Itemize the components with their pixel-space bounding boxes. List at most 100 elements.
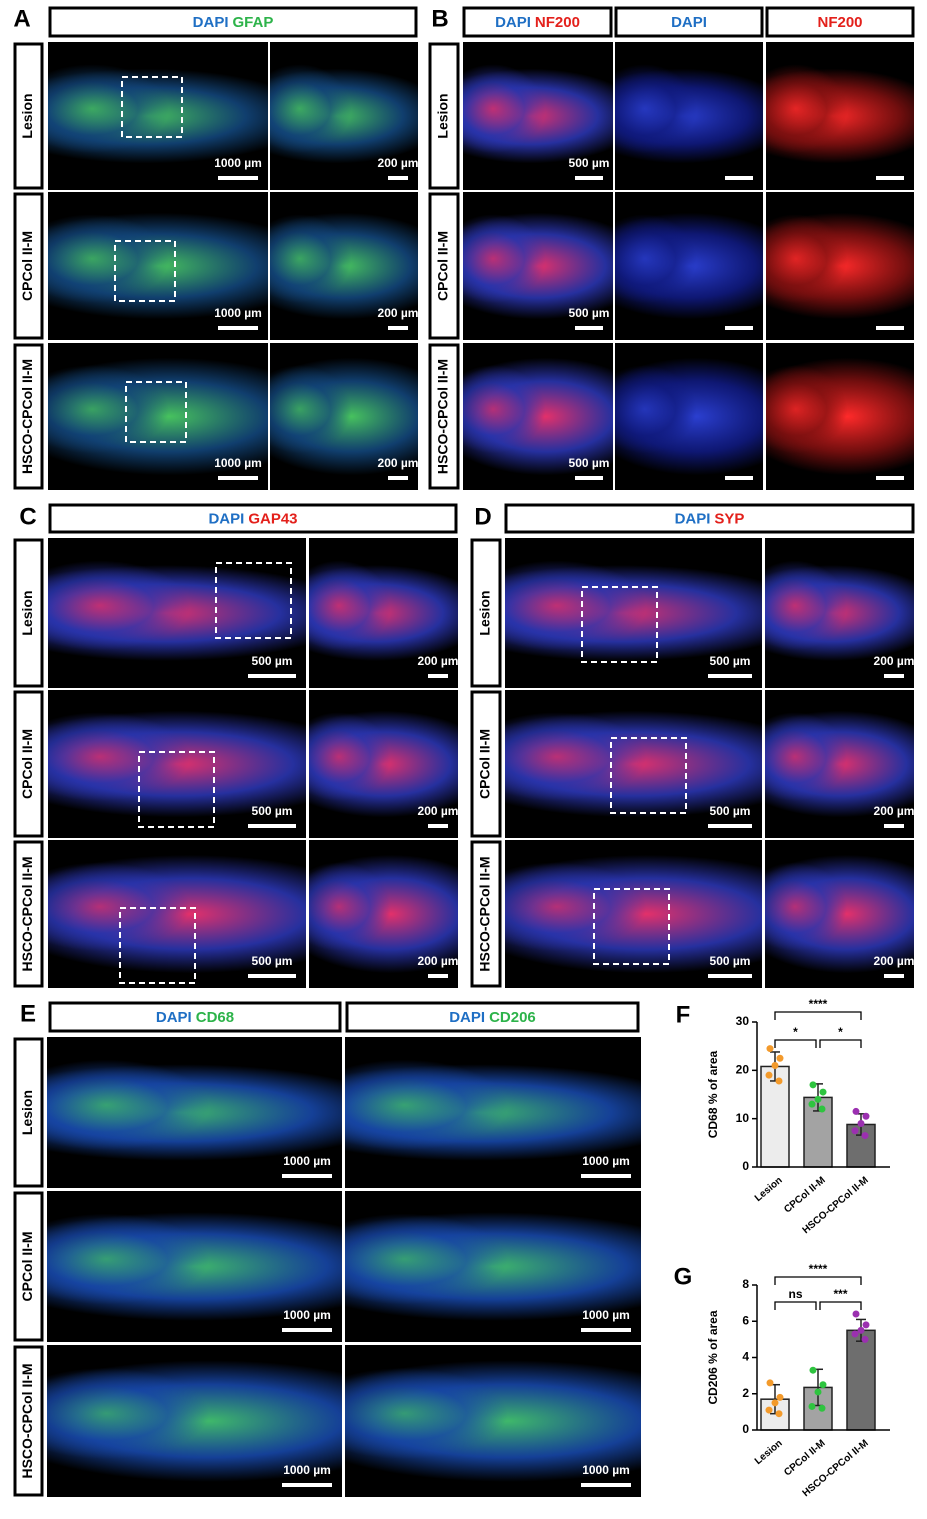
scale-label: 500 µm [252, 804, 293, 818]
significance-label: **** [809, 997, 828, 1011]
data-point [814, 1095, 822, 1103]
scale-bar [575, 326, 603, 330]
header-box [48, 6, 418, 38]
scale-label: 500 µm [710, 954, 751, 968]
header: DAPI GFAP [193, 14, 274, 31]
data-point [862, 1112, 870, 1120]
x-tick-label: Lesion [753, 1175, 785, 1204]
micrograph: 200 µm [270, 192, 418, 340]
scale-label: 500 µm [710, 804, 751, 818]
micrograph: 500 µm [505, 690, 762, 838]
data-point [852, 1310, 860, 1318]
micrograph: 200 µm [270, 42, 419, 190]
tissue [48, 64, 169, 153]
data-point [861, 1132, 869, 1140]
row-label-box [13, 42, 44, 190]
tissue [48, 560, 190, 651]
scale-bar [282, 1483, 332, 1487]
row-label-box [470, 840, 502, 988]
data-point [852, 1107, 860, 1115]
scale-bar [428, 974, 448, 978]
scale-bar [884, 674, 904, 678]
tissue [47, 1213, 210, 1305]
row-label: Lesion [477, 590, 493, 635]
header-stain: DAPI [208, 510, 244, 527]
scale-label: 1000 µm [582, 1154, 630, 1168]
significance-bracket [774, 1301, 817, 1310]
scale-label: 200 µm [874, 954, 915, 968]
micrograph [615, 192, 763, 340]
data-point [819, 1088, 827, 1096]
header-box [614, 6, 764, 38]
tissue [309, 712, 391, 801]
header-stain: CD68 [196, 1009, 234, 1026]
x-tick-label: CPCol II-M [782, 1438, 827, 1479]
scale-bar [708, 824, 752, 828]
row-label: HSCO-CPCol II-M [435, 359, 451, 474]
scale-label: 1000 µm [214, 156, 262, 170]
y-tick-label: 6 [742, 1313, 749, 1327]
scale-label: 500 µm [569, 456, 610, 470]
data-point [857, 1120, 865, 1127]
tissue [615, 365, 697, 454]
tissue [463, 64, 546, 153]
data-point [771, 1062, 779, 1069]
scale-label: 200 µm [378, 156, 419, 170]
data-point [771, 1399, 779, 1407]
panel-letter: D [474, 503, 491, 530]
micrograph: 1000 µm [345, 1345, 641, 1497]
row-label: HSCO-CPCol II-M [477, 856, 493, 971]
tissue [765, 862, 847, 951]
scale-bar [725, 326, 753, 330]
scale-bar [218, 326, 258, 330]
tissue [463, 365, 546, 454]
scale-label: 200 µm [418, 954, 459, 968]
significance-label: * [793, 1025, 798, 1039]
data-point [819, 1381, 827, 1389]
data-point [814, 1388, 822, 1396]
significance-bracket [819, 1039, 862, 1048]
tissue [615, 214, 697, 303]
tissue [47, 1059, 210, 1151]
micrograph: 200 µm [309, 840, 459, 988]
scale-bar [282, 1174, 332, 1178]
header-stain: GAP43 [248, 510, 297, 527]
panel-letter: F [676, 1001, 691, 1028]
y-axis-label: CD206 % of area [706, 1310, 720, 1404]
scale-bar [428, 674, 448, 678]
significance-bracket [774, 1011, 862, 1020]
row-label-box [13, 1191, 44, 1342]
panel-letter: C [19, 503, 36, 530]
data-point [857, 1326, 865, 1334]
zoom-box [114, 240, 176, 302]
zoom-box [610, 737, 687, 814]
data-point [809, 1081, 817, 1089]
tissue [345, 1059, 508, 1151]
zoom-box [581, 586, 658, 663]
header-stain: DAPI [671, 14, 707, 31]
tissue [309, 862, 391, 951]
scale-label: 200 µm [874, 654, 915, 668]
scale-bar [884, 974, 904, 978]
micrograph: 500 µm [48, 690, 306, 838]
tissue [505, 560, 647, 651]
row-label: Lesion [19, 93, 35, 138]
scale-bar [581, 1328, 631, 1332]
row-label-box [13, 343, 44, 490]
row-label: CPCol II-M [19, 231, 35, 301]
y-tick-label: 2 [742, 1386, 749, 1400]
header-stain: NF200 [817, 14, 862, 31]
zoom-box [593, 888, 670, 965]
row-label-box [428, 42, 460, 190]
data-point [775, 1077, 783, 1085]
scale-label: 500 µm [252, 954, 293, 968]
y-tick-label: 8 [742, 1277, 749, 1291]
header-stain: DAPI [449, 1009, 485, 1026]
scale-label: 500 µm [569, 156, 610, 170]
scale-bar [388, 476, 408, 480]
micrograph: 200 µm [309, 690, 458, 838]
micrograph: 200 µm [765, 840, 915, 988]
row-label: Lesion [19, 590, 35, 635]
header: NF200 [817, 14, 862, 31]
